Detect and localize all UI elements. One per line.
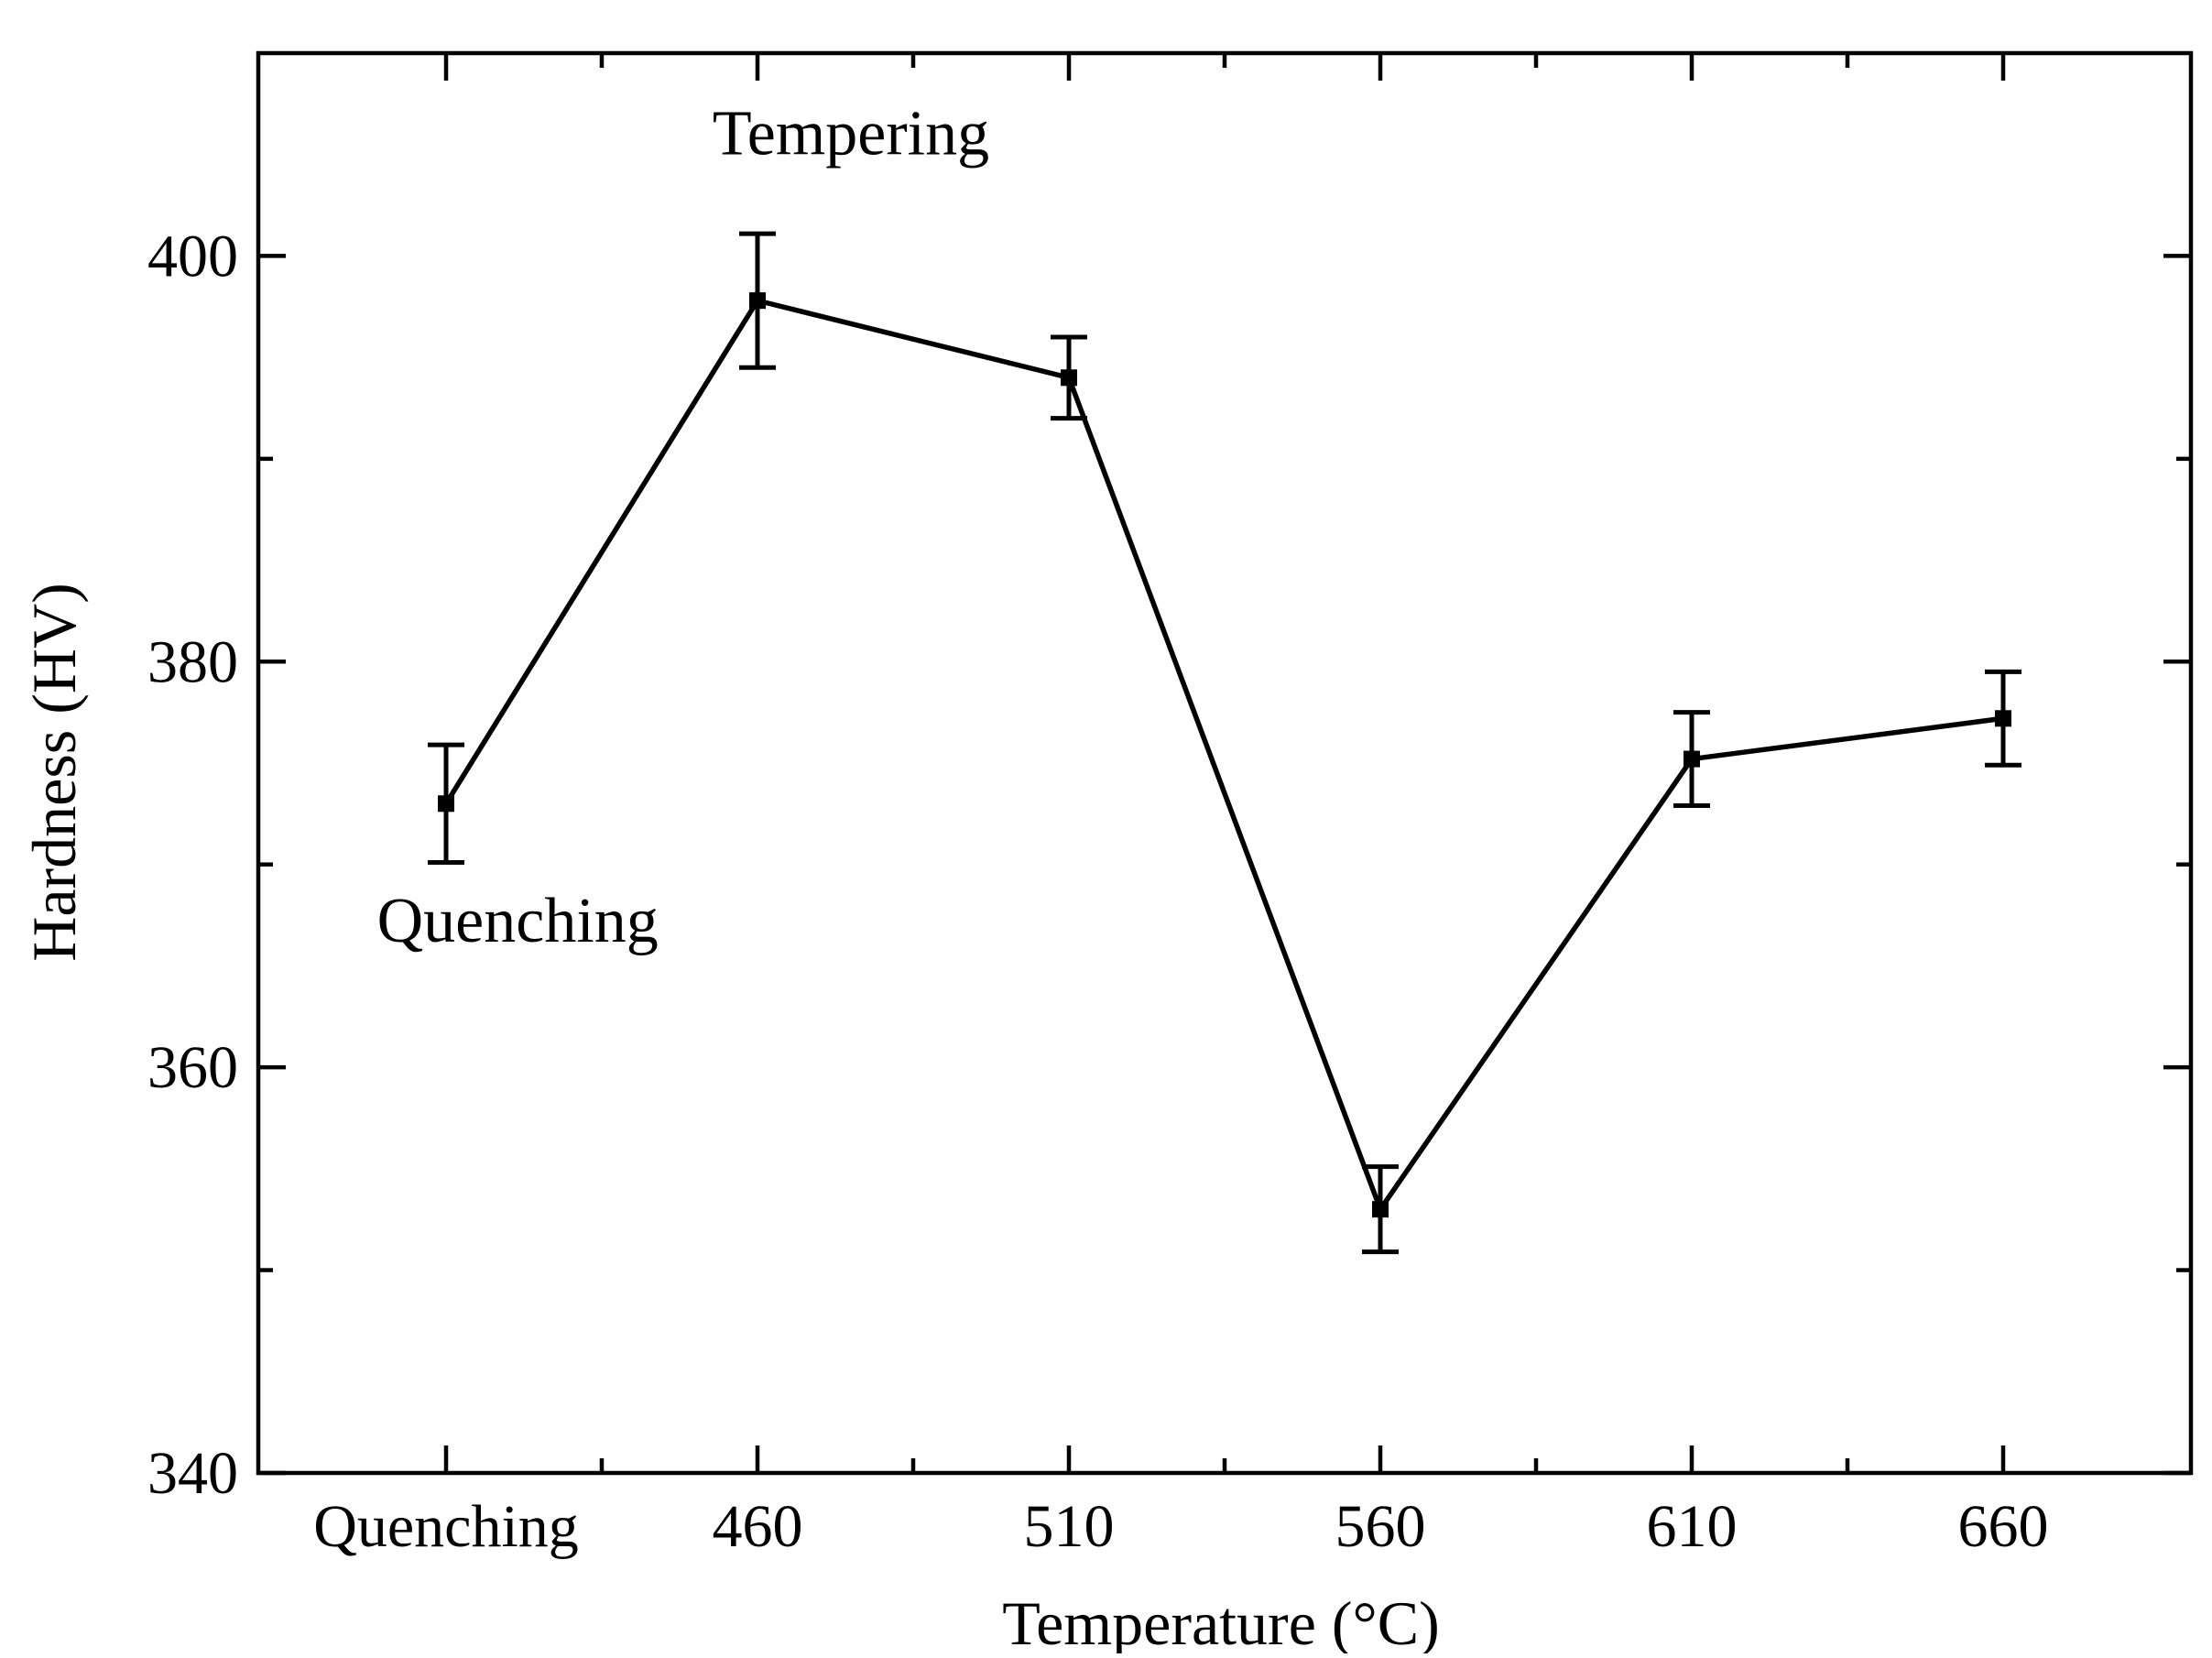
data-point [1061, 369, 1077, 387]
data-point [1372, 1201, 1389, 1218]
x-tick-label: 460 [713, 1493, 803, 1560]
data-point [1995, 710, 2011, 727]
data-point [1684, 750, 1700, 768]
data-point [749, 292, 766, 310]
plot-frame [256, 50, 2194, 1476]
x-tick-label: 560 [1335, 1493, 1426, 1560]
x-tick-label: 610 [1647, 1493, 1738, 1560]
x-axis-title: Temperature (°C) [1002, 1588, 1439, 1653]
x-tick-label: 510 [1024, 1493, 1115, 1560]
series-line [443, 298, 2004, 1212]
label-group: 340 360 380 400 Quenching 460 510 560 610 660 Temp… [19, 99, 2049, 1658]
y-tick-label: 360 [147, 1034, 238, 1101]
x-tick-label: 660 [1958, 1493, 2049, 1560]
annotation-label: Quenching [377, 886, 659, 956]
plot-frame-group [256, 50, 2194, 1476]
data-point [438, 795, 454, 813]
series-group [428, 231, 2021, 1255]
y-axis-title: Hardness (HV) [19, 583, 89, 962]
y-tick-label: 380 [147, 628, 238, 695]
y-tick-label: 400 [147, 223, 238, 289]
y-tick-label: 340 [147, 1440, 238, 1507]
x-tick-label: Quenching [313, 1493, 579, 1560]
tick-group [258, 53, 2191, 1476]
annotation-label: Tempering [713, 99, 989, 169]
